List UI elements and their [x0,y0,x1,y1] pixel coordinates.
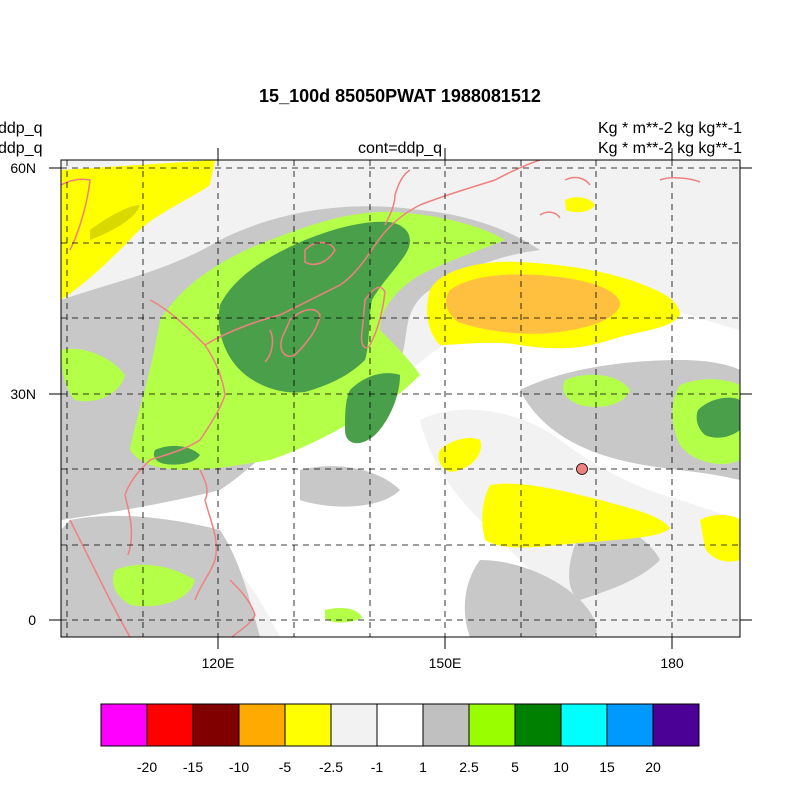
colorbar-label: -1 [371,759,384,775]
colorbar-label: -2.5 [319,759,343,775]
colorbar-label: 10 [553,759,569,775]
lon-label-180: 180 [660,655,684,671]
colorbar-swatch [146,703,194,747]
center-label: cont=ddp_q [358,140,442,157]
colorbar-label: 20 [645,759,661,775]
left-label-1: ddp_q [0,120,43,137]
colorbar-label: -20 [137,759,157,775]
plot-title: 15_100d 85050PWAT 1988081512 [259,86,541,106]
colorbar-swatch [514,703,562,747]
lat-label-30n: 30N [10,386,36,402]
colorbar-swatch [422,703,470,747]
lon-label-120e: 120E [202,655,235,671]
colorbar-label: -5 [279,759,292,775]
colorbar-label: -10 [229,759,249,775]
map-frame [60,159,741,638]
map-area [61,160,740,637]
lon-label-150e: 150E [429,655,462,671]
colorbar [100,703,700,747]
lat-label-60n: 60N [10,160,36,176]
left-label-2: ddp_q [0,140,43,157]
coastlines [61,160,701,637]
colorbar-swatch [652,703,700,747]
colorbar-label: 5 [511,759,519,775]
colorbar-label: 1 [419,759,427,775]
colorbar-swatch [238,703,286,747]
right-label-2: Kg * m**-2 kg kg**-1 [598,140,742,157]
lat-lon-grid [61,160,740,637]
colorbar-swatch [192,703,240,747]
colorbar-swatch [606,703,654,747]
right-label-1: Kg * m**-2 kg kg**-1 [598,120,742,137]
colorbar-swatch [376,703,424,747]
colorbar-label: -15 [183,759,203,775]
colorbar-labels: -20 -15 -10 -5 -2.5 -1 1 2.5 5 10 15 20 [137,759,661,775]
contour-orange [446,274,620,334]
colorbar-label: 2.5 [459,759,479,775]
colorbar-swatch [468,703,516,747]
colorbar-swatch [330,703,378,747]
axis-ticks [49,148,752,649]
colorbar-swatch [284,703,332,747]
colorbar-swatch [560,703,608,747]
location-marker [576,463,588,475]
colorbar-label: 15 [599,759,615,775]
colorbar-swatch [100,703,148,747]
lat-label-0: 0 [28,612,36,628]
